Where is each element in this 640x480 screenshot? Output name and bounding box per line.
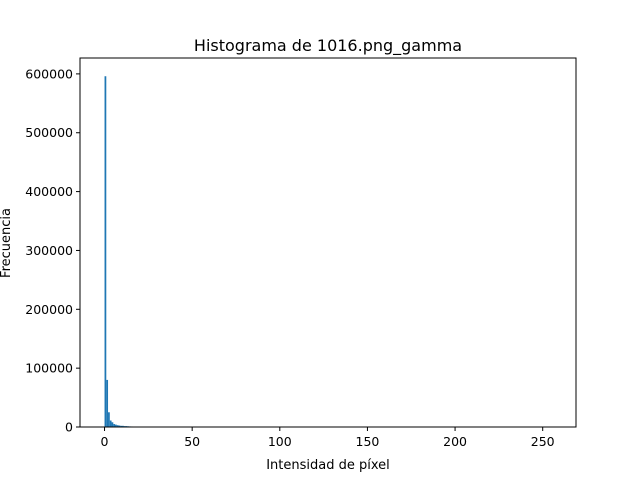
histogram-bar-6 bbox=[115, 424, 117, 427]
histogram-bar-4 bbox=[111, 422, 114, 427]
y-tick-label: 400000 bbox=[25, 184, 73, 199]
histogram-bar-3 bbox=[109, 420, 112, 427]
histogram-bar-7 bbox=[116, 425, 119, 427]
x-tick-label: 50 bbox=[184, 434, 200, 449]
x-axis-label: Intensidad de píxel bbox=[266, 458, 390, 473]
x-tick-label: 200 bbox=[443, 434, 467, 449]
histogram-bar-1 bbox=[106, 379, 109, 427]
y-tick-label: 0 bbox=[65, 420, 73, 435]
y-tick-label: 300000 bbox=[25, 243, 73, 258]
x-tick-label: 100 bbox=[268, 434, 292, 449]
histogram-bar-2 bbox=[108, 412, 110, 427]
chart-title: Histograma de 1016.png_gamma bbox=[194, 36, 462, 56]
histogram-bar-8 bbox=[118, 425, 121, 427]
x-tick-label: 150 bbox=[356, 434, 380, 449]
y-tick-label: 500000 bbox=[25, 125, 73, 140]
plot-frame bbox=[79, 57, 577, 428]
histogram-bar-0 bbox=[104, 76, 107, 428]
bars-layer bbox=[104, 76, 554, 428]
x-tick-label: 0 bbox=[101, 434, 109, 449]
histogram-bar-9 bbox=[120, 425, 123, 427]
x-tick-label: 250 bbox=[531, 434, 555, 449]
y-axis-ticks: 0 100000 200000 300000 400000 500000 600000 bbox=[25, 66, 80, 435]
x-axis-ticks: 0 50 100 150 200 250 bbox=[101, 427, 555, 449]
y-tick-label: 600000 bbox=[25, 66, 73, 81]
histogram-bar-5 bbox=[113, 424, 116, 427]
y-tick-label: 100000 bbox=[25, 361, 73, 376]
y-tick-label: 200000 bbox=[25, 302, 73, 317]
y-axis-label: Frecuencia bbox=[0, 208, 14, 278]
histogram-bar-10 bbox=[122, 425, 124, 427]
